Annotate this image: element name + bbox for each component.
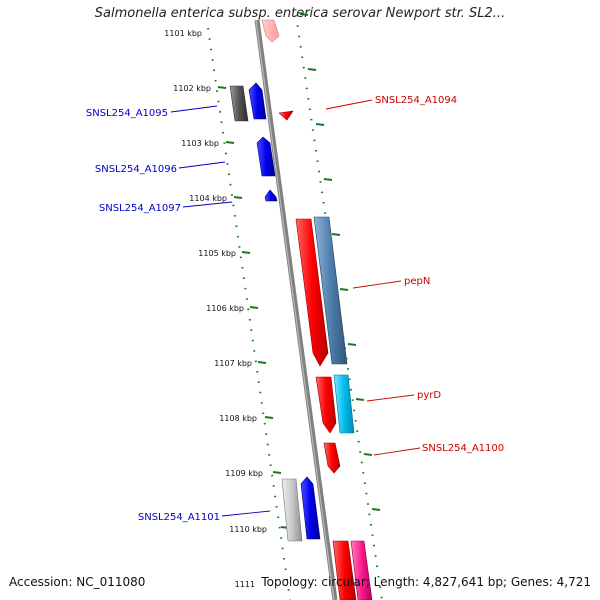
tick-label: 1104 kbp <box>189 194 227 203</box>
leader-a1100 <box>373 447 421 456</box>
tick-label: 1110 kbp <box>229 525 267 534</box>
gene-a1100[interactable] <box>323 442 341 474</box>
leader-a1097 <box>182 201 233 208</box>
leader-a1094 <box>325 99 373 110</box>
tick-label: 1108 kbp <box>219 414 257 423</box>
tick-label: 1105 kbp <box>198 249 236 258</box>
leader-pepn <box>352 280 402 289</box>
gene-label-a1095[interactable]: SNSL254_A1095 <box>86 108 168 119</box>
gene-pyrd[interactable] <box>315 376 337 434</box>
gene-label-pyrd[interactable]: pyrD <box>417 390 441 401</box>
gene-label-a1101[interactable]: SNSL254_A1101 <box>138 512 220 523</box>
tick-label: 1102 kbp <box>173 84 211 93</box>
leader-a1095 <box>170 105 218 113</box>
backbone-line <box>254 19 338 600</box>
leader-a1101 <box>221 510 271 517</box>
accession-text: Accession: NC_011080 <box>9 575 146 589</box>
gene-a1101-grey[interactable] <box>281 478 303 542</box>
tick-label: 1109 kbp <box>225 469 263 478</box>
gene-label-pepn[interactable]: pepN <box>404 276 430 287</box>
leader-a1096 <box>178 161 226 169</box>
backbone-highlight <box>255 19 335 600</box>
tick-label: 1103 kbp <box>181 139 219 148</box>
gene-a1095-grey[interactable] <box>229 85 249 122</box>
gene-pepn[interactable] <box>295 218 329 367</box>
tick-label: 1111 <box>235 580 255 589</box>
gene-a1095[interactable] <box>248 82 267 120</box>
gene-label-a1096[interactable]: SNSL254_A1096 <box>95 164 177 175</box>
gene-a1097[interactable] <box>264 189 278 202</box>
leader-pyrd <box>366 394 415 402</box>
tick-label: 1107 kbp <box>214 359 252 368</box>
gene-bottom-red[interactable] <box>332 540 357 600</box>
map-title: Salmonella enterica subsp. enterica sero… <box>94 6 506 21</box>
gene-pyrd-homolog[interactable] <box>333 374 355 434</box>
gene-a1094[interactable] <box>278 110 294 121</box>
gene-label-a1094[interactable]: SNSL254_A1094 <box>375 95 457 106</box>
topology-text: Topology: circular; Length: 4,827,641 bp… <box>261 575 591 589</box>
gene-a1101[interactable] <box>300 476 321 540</box>
major-ticks-right <box>299 13 381 511</box>
gene-label-a1100[interactable]: SNSL254_A1100 <box>422 443 504 454</box>
gene-pepn-homolog[interactable] <box>313 216 348 365</box>
gene-a1096[interactable] <box>256 136 276 177</box>
gene-label-a1097[interactable]: SNSL254_A1097 <box>99 203 181 214</box>
gene-bottom-magenta[interactable] <box>350 540 373 600</box>
tick-label: 1106 kbp <box>206 304 244 313</box>
left-tick-track <box>207 27 291 600</box>
tick-label: 1101 kbp <box>164 29 202 38</box>
gene-top-pink[interactable] <box>261 19 280 43</box>
